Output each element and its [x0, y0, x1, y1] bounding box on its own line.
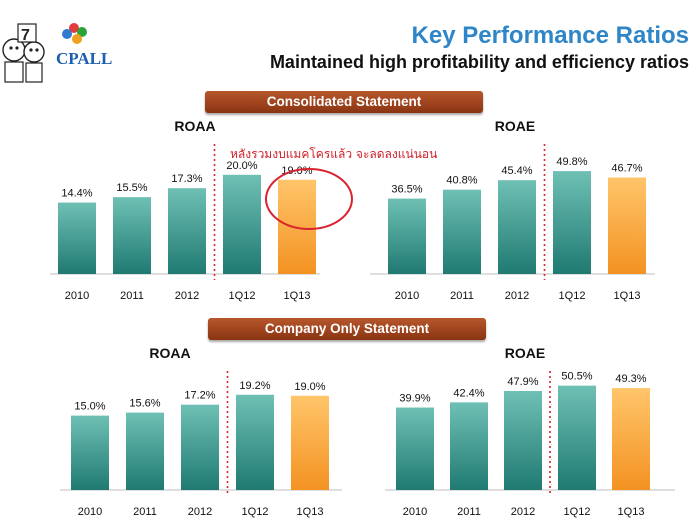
- category-label: 2011: [120, 290, 144, 302]
- consolidated-roae-chart: ROAE 36.5% 2010 40.8% 2011 45.4% 2012 49.8% 1Q12…: [370, 118, 655, 302]
- company-roaa-chart: ROAA 15.0% 2010 15.6% 2011 17.2% 2012 19.2% 1Q12…: [60, 345, 342, 518]
- bar-2010: [396, 407, 434, 490]
- bar-2012: [498, 180, 536, 274]
- chart-title: ROAE: [505, 345, 545, 361]
- value-label: 19.2%: [239, 380, 270, 392]
- annotation-text: หลังรวมงบแมคโครแล้ว จะลดลงแน่นอน: [230, 147, 438, 161]
- value-label: 42.4%: [453, 387, 484, 399]
- value-label: 39.9%: [399, 393, 430, 405]
- chart-title: ROAA: [174, 118, 215, 134]
- bar-1q12: [223, 174, 261, 274]
- bar-1q12: [558, 385, 596, 490]
- bar-2010: [58, 202, 96, 274]
- category-label: 1Q13: [614, 290, 641, 302]
- category-label: 1Q12: [242, 506, 269, 518]
- logo-text: CPALL: [56, 49, 112, 68]
- category-label: 1Q12: [229, 290, 256, 302]
- category-label: 2011: [133, 506, 157, 518]
- value-label: 14.4%: [61, 188, 92, 200]
- category-label: 1Q12: [564, 506, 591, 518]
- cpall-logo: 7 CPALL: [2, 23, 112, 83]
- page-subtitle: Maintained high profitability and effici…: [269, 52, 689, 72]
- page-title: Key Performance Ratios: [411, 22, 689, 49]
- value-label: 46.7%: [611, 162, 642, 174]
- company-only-banner: Company Only Statement: [208, 318, 486, 340]
- category-label: 2010: [78, 506, 102, 518]
- logo-badge: 7: [21, 27, 30, 44]
- bar-1q12: [236, 394, 274, 490]
- bar-1q13: [291, 395, 329, 490]
- value-label: 20.0%: [226, 160, 257, 172]
- value-label: 19.0%: [294, 381, 325, 393]
- bar-2012: [181, 404, 219, 490]
- bar-2011: [450, 402, 488, 490]
- value-label: 49.8%: [556, 156, 587, 168]
- category-label: 1Q13: [618, 506, 645, 518]
- company-roae-chart: ROAE 39.9% 2010 42.4% 2011 47.9% 2012 50.5% 1Q12…: [385, 345, 675, 518]
- value-label: 17.2%: [184, 390, 215, 402]
- bar-2012: [504, 391, 542, 490]
- bar-2011: [113, 197, 151, 274]
- category-label: 2011: [457, 506, 481, 518]
- chart-title: ROAA: [149, 345, 190, 361]
- value-label: 36.5%: [391, 184, 422, 196]
- bar-2012: [168, 188, 206, 274]
- mascot-icon: [2, 23, 45, 83]
- consolidated-banner: Consolidated Statement: [205, 91, 483, 113]
- value-label: 45.4%: [501, 165, 532, 177]
- value-label: 15.5%: [116, 182, 147, 194]
- category-label: 2012: [188, 506, 212, 518]
- bar-1q13: [608, 177, 646, 274]
- value-label: 15.0%: [74, 401, 105, 413]
- value-label: 49.3%: [615, 373, 646, 385]
- chart-title: ROAE: [495, 118, 535, 134]
- bar-2010: [71, 415, 109, 490]
- value-label: 47.9%: [507, 376, 538, 388]
- value-label: 40.8%: [446, 175, 477, 187]
- category-label: 2010: [65, 290, 89, 302]
- bar-1q13: [612, 388, 650, 490]
- category-label: 2011: [450, 290, 474, 302]
- category-label: 2010: [395, 290, 419, 302]
- category-label: 2010: [403, 506, 427, 518]
- bar-2010: [388, 198, 426, 274]
- category-label: 1Q13: [297, 506, 324, 518]
- category-label: 2012: [505, 290, 529, 302]
- bar-2011: [126, 412, 164, 490]
- value-label: 50.5%: [561, 371, 592, 383]
- bar-1q12: [553, 171, 591, 274]
- value-label: 17.3%: [171, 173, 202, 185]
- category-label: 2012: [511, 506, 535, 518]
- category-label: 1Q13: [284, 290, 311, 302]
- category-label: 1Q12: [559, 290, 586, 302]
- flower-icon: [62, 23, 87, 44]
- category-label: 2012: [175, 290, 199, 302]
- value-label: 15.6%: [129, 398, 160, 410]
- bar-2011: [443, 189, 481, 274]
